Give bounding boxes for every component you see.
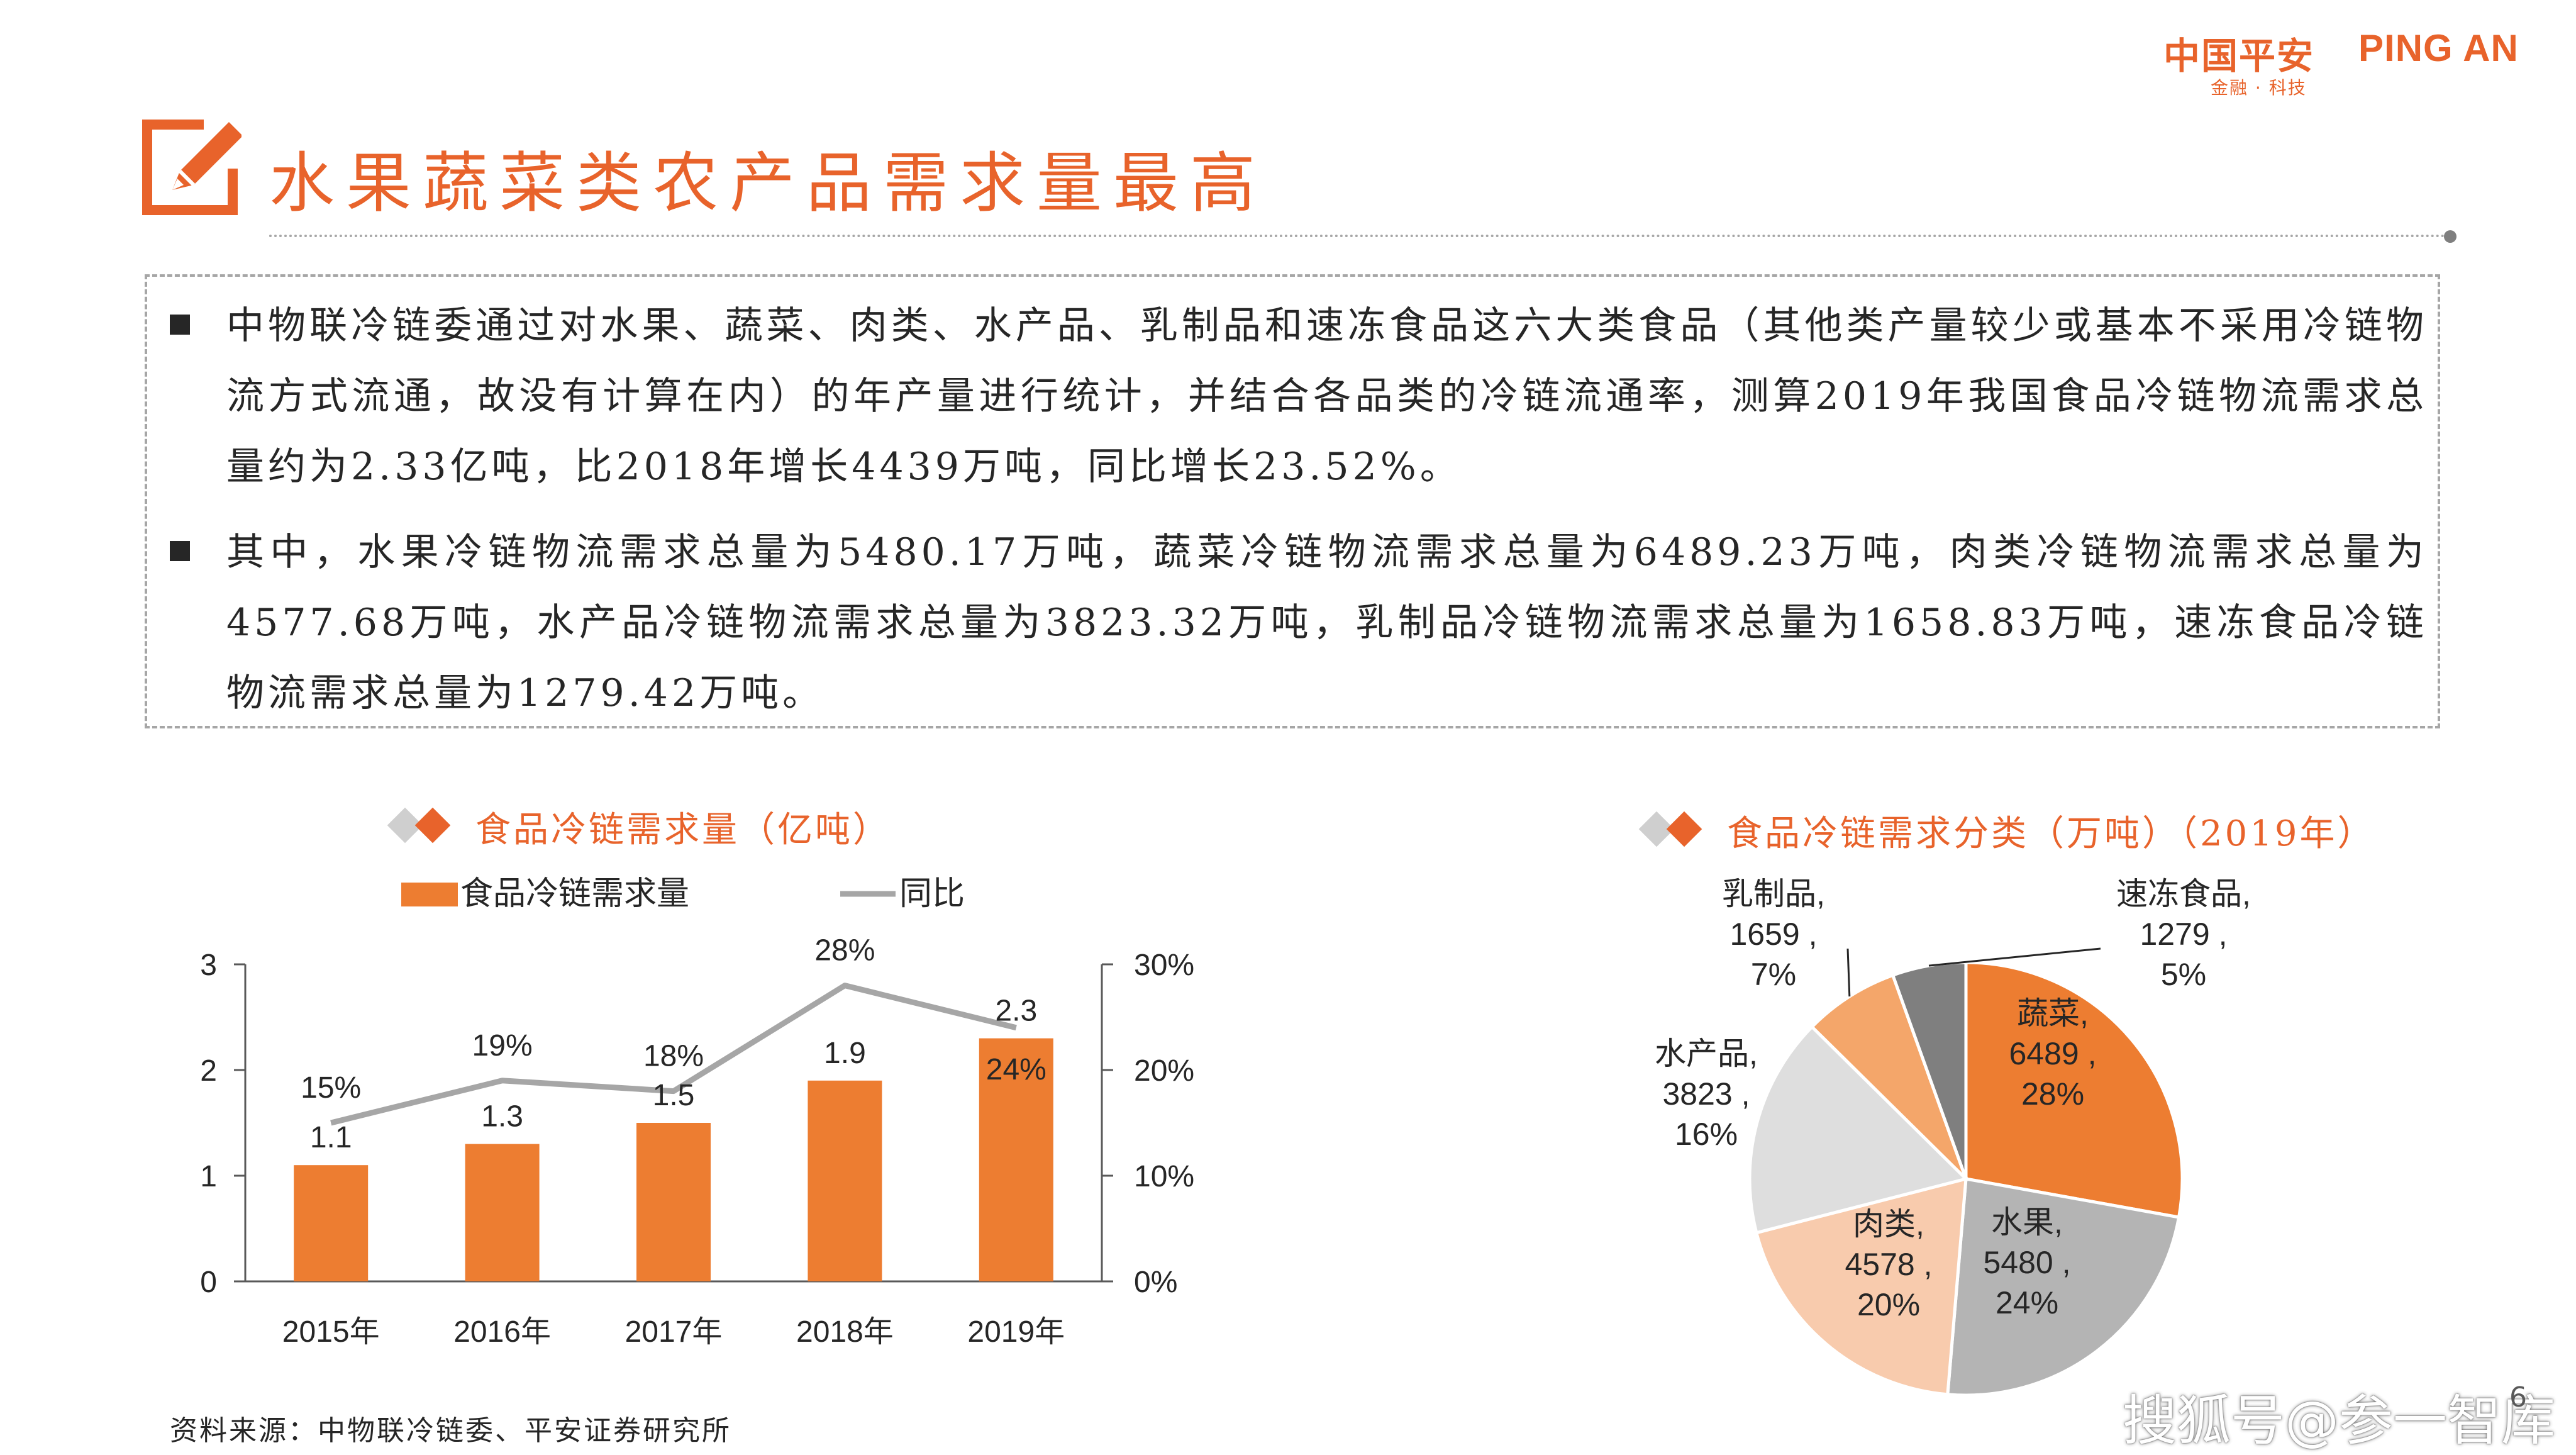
- bar: [465, 1144, 540, 1281]
- bar: [294, 1165, 369, 1281]
- bar-value-label: 2.3: [995, 995, 1037, 1028]
- brand-logo-cn: 中国平安: [2163, 35, 2315, 77]
- x-tick-label: 2018年: [796, 1315, 894, 1349]
- y2-tick-label: 0%: [1134, 1266, 1177, 1299]
- bar-chart-title: 食品冷链需求量（亿吨）: [475, 810, 891, 850]
- bar-value-label: 1.9: [824, 1037, 866, 1070]
- pie-slice-label: 3823 ,: [1662, 1076, 1750, 1112]
- pie-slice: [1748, 1024, 1969, 1235]
- pie-leader-line: [1928, 947, 2101, 967]
- pie-slice-label: 4578 ,: [1845, 1247, 1932, 1282]
- pie-slice-label: 速冻食品,: [2116, 876, 2251, 911]
- x-tick-label: 2017年: [625, 1315, 723, 1349]
- pie-slice: [1754, 1176, 1968, 1396]
- pie-chart: 蔬菜, 6489 , 28% 水果, 5480 , 24% 肉类, 4578 , 20% 水产品,…: [1655, 876, 2251, 1397]
- summary-paragraph: 中物联冷链委通过对水果、蔬菜、肉类、水产品、乳制品和速冻食品这六大类食品（其他类…: [226, 304, 2428, 489]
- legend-line-label: 同比: [899, 876, 965, 912]
- bar-value-label: 1.1: [310, 1121, 352, 1154]
- bullet-square-icon: [170, 541, 190, 561]
- pie-slice-label: 16%: [1675, 1117, 1738, 1152]
- bar: [808, 1080, 882, 1281]
- pie-slice: [1946, 1177, 2181, 1397]
- y-tick-label: 2: [200, 1054, 217, 1088]
- y-tick-label: 3: [200, 949, 217, 982]
- brand-logo-en: PING AN: [2358, 27, 2519, 69]
- pie-slice: [1964, 961, 2184, 1219]
- bar-value-label: 1.3: [481, 1100, 523, 1134]
- pie-slice-label: 7%: [1751, 957, 1796, 992]
- line-value-label: 19%: [472, 1029, 533, 1062]
- pie-slice-label: 水产品,: [1655, 1036, 1758, 1071]
- y2-tick-label: 30%: [1134, 949, 1194, 982]
- bar-value-label: 1.5: [653, 1079, 695, 1112]
- pie-slice-label: 乳制品,: [1722, 876, 1825, 911]
- title-divider-dot: [2444, 230, 2457, 243]
- pie-slice-label: 蔬菜,: [2017, 996, 2089, 1031]
- y2-tick-label: 10%: [1134, 1160, 1194, 1193]
- y-tick-label: 1: [200, 1160, 217, 1193]
- yoy-line: [330, 983, 1017, 1126]
- line-value-label: 24%: [986, 1053, 1046, 1086]
- pie-leader-line: [1846, 948, 1851, 997]
- x-tick-label: 2016年: [453, 1315, 551, 1349]
- pencil-checkbox-icon: [142, 120, 242, 215]
- pie-slice-label: 24%: [1996, 1285, 2058, 1320]
- pie-slice-label: 1279 ,: [2140, 917, 2227, 952]
- pie-slice-label: 肉类,: [1853, 1207, 1924, 1242]
- line-value-label: 28%: [814, 934, 875, 967]
- pie-slice-label: 5480 ,: [1983, 1245, 2070, 1280]
- line-value-label: 15%: [301, 1071, 361, 1105]
- line-value-label: 18%: [643, 1040, 704, 1073]
- bar: [979, 1038, 1053, 1281]
- pie-slice-label: 20%: [1857, 1287, 1920, 1322]
- page-number: 6: [2509, 1381, 2527, 1413]
- bar: [636, 1123, 711, 1281]
- source-note: 资料来源：中物联冷链委、平安证券研究所: [170, 1415, 731, 1447]
- legend-bar-label: 食品冷链需求量: [460, 876, 689, 912]
- pie-slice-label: 5%: [2161, 957, 2206, 992]
- title-divider: [269, 235, 2451, 237]
- bullet-square-icon: [170, 315, 190, 335]
- summary-paragraph: 其中，水果冷链物流需求总量为5480.17万吨，蔬菜冷链物流需求总量为6489.…: [226, 530, 2428, 715]
- pie-slice-label: 6489 ,: [2009, 1036, 2096, 1071]
- summary-box: [145, 274, 2440, 728]
- watermark: 搜狐号@参一智库: [2123, 1390, 2555, 1452]
- brand-slogan: 金融 · 科技: [2211, 77, 2307, 98]
- y-tick-label: 0: [200, 1266, 217, 1299]
- x-tick-label: 2015年: [282, 1315, 380, 1349]
- pie-slice-label: 1659 ,: [1729, 917, 1817, 952]
- x-tick-label: 2019年: [967, 1315, 1065, 1349]
- y2-tick-label: 20%: [1134, 1054, 1194, 1088]
- pie-slice-label: 水果,: [1991, 1205, 2063, 1240]
- legend-bar-swatch: [401, 883, 458, 906]
- pie-chart-title: 食品冷链需求分类（万吨）（2019年）: [1727, 813, 2375, 854]
- pie-slice-label: 28%: [2021, 1076, 2084, 1112]
- page-title: 水果蔬菜类农产品需求量最高: [269, 145, 1267, 221]
